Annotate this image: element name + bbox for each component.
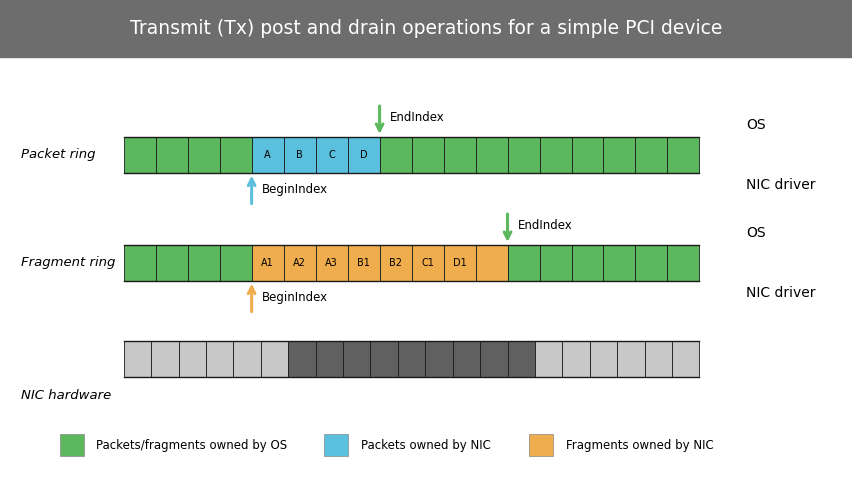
Bar [534,341,561,377]
Bar [475,137,507,173]
Text: A1: A1 [261,258,273,268]
Bar [507,245,538,281]
Bar [347,245,379,281]
Bar [343,341,370,377]
Text: BeginIndex: BeginIndex [262,183,328,196]
Bar [538,245,571,281]
Text: B1: B1 [357,258,370,268]
Bar [370,341,397,377]
Bar [288,341,315,377]
Bar [528,434,552,456]
Bar [187,137,219,173]
Bar [475,245,507,281]
Text: D: D [360,150,367,160]
Bar [617,341,644,377]
Text: NIC driver: NIC driver [746,178,815,192]
Bar [397,341,425,377]
Bar [603,245,635,281]
Text: EndIndex: EndIndex [389,111,444,124]
Bar [538,137,571,173]
Bar [666,245,699,281]
Bar [233,341,261,377]
Bar [124,245,155,281]
Bar [379,137,411,173]
Bar [411,137,443,173]
Bar [480,341,507,377]
Bar [666,137,699,173]
Bar [315,341,343,377]
Text: D1: D1 [452,258,466,268]
Bar [187,245,219,281]
Bar [379,245,411,281]
Bar [411,245,443,281]
Bar [561,341,589,377]
Bar [635,245,666,281]
Bar [315,137,347,173]
Bar [155,137,187,173]
Bar [347,137,379,173]
Text: OS: OS [746,226,765,240]
Bar [443,137,475,173]
Bar [251,137,283,173]
Text: EndIndex: EndIndex [517,219,572,232]
Text: Packets owned by NIC: Packets owned by NIC [360,439,490,452]
Text: Fragment ring: Fragment ring [21,256,116,269]
Bar [571,245,603,281]
Bar [251,245,283,281]
Bar [644,341,671,377]
Bar [151,341,178,377]
Bar [178,341,205,377]
Text: Packet ring: Packet ring [21,148,95,161]
Text: Packets/fragments owned by OS: Packets/fragments owned by OS [96,439,287,452]
Bar [283,137,315,173]
Bar [507,137,538,173]
Bar [283,245,315,281]
Text: A2: A2 [293,258,306,268]
Bar [205,341,233,377]
Text: C1: C1 [421,258,434,268]
Text: C: C [328,150,335,160]
Bar [60,434,83,456]
Text: NIC driver: NIC driver [746,286,815,300]
Text: Transmit (Tx) post and drain operations for a simple PCI device: Transmit (Tx) post and drain operations … [130,19,722,38]
Bar [324,434,348,456]
Bar [219,137,251,173]
Text: NIC hardware: NIC hardware [21,389,112,402]
Bar [155,245,187,281]
Bar [425,341,452,377]
Text: OS: OS [746,118,765,132]
Bar [603,137,635,173]
Bar [571,137,603,173]
Bar [589,341,617,377]
Text: Fragments owned by NIC: Fragments owned by NIC [565,439,712,452]
Bar [219,245,251,281]
Text: B: B [296,150,302,160]
Bar [124,137,155,173]
Bar [671,341,699,377]
Bar [443,245,475,281]
Text: B2: B2 [389,258,401,268]
Bar [124,341,151,377]
Bar [507,341,534,377]
Bar [315,245,347,281]
Text: BeginIndex: BeginIndex [262,291,328,304]
Text: A: A [264,150,271,160]
Bar [452,341,480,377]
Text: A3: A3 [325,258,337,268]
Bar [261,341,288,377]
Bar [635,137,666,173]
